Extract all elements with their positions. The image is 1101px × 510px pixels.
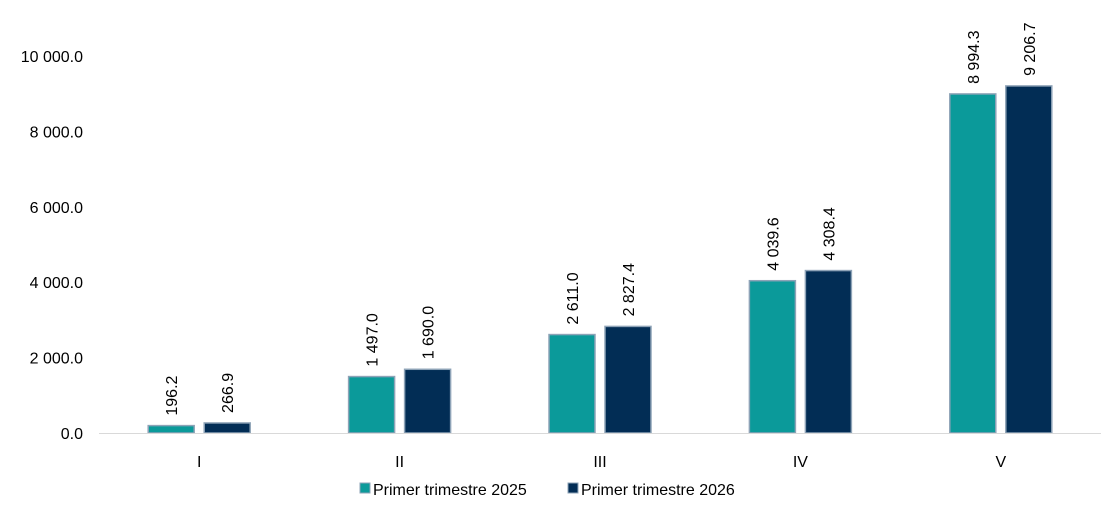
- data-labels: 196.2 266.9 1 497.0 1 690.0 2 611.0 2 827.4 4 …: [164, 22, 1039, 415]
- bar: [804, 269, 853, 434]
- bar-value-label: 266.9: [220, 373, 237, 413]
- bar-value-label: 1 690.0: [421, 306, 438, 359]
- bar: [949, 93, 997, 434]
- legend-swatch: [567, 482, 579, 494]
- bar: [203, 422, 251, 434]
- bar: [748, 279, 797, 434]
- legend-swatch: [359, 482, 371, 494]
- y-tick-label: 0.0: [61, 426, 83, 443]
- legend-label: Primer trimestre 2025: [373, 482, 527, 499]
- bars: [147, 85, 1053, 434]
- bar: [604, 325, 652, 434]
- x-axis-ticks: I II III IV V: [197, 454, 1006, 471]
- x-tick-label: IV: [793, 454, 808, 471]
- bar: [403, 368, 452, 434]
- y-tick-label: 8 000.0: [30, 124, 83, 141]
- y-tick-label: 6 000.0: [30, 200, 83, 217]
- x-tick-label: V: [995, 454, 1006, 471]
- bar-value-label: 2 611.0: [565, 272, 582, 324]
- y-tick-label: 2 000.0: [30, 351, 83, 368]
- bar: [147, 424, 195, 434]
- bar-value-label: 4 308.4: [821, 207, 838, 260]
- bar-value-label: 2 827.4: [621, 263, 638, 316]
- y-tick-label: 4 000.0: [30, 275, 83, 292]
- bar-value-label: 1 497.0: [365, 313, 382, 366]
- bar-value-label: 8 994.3: [966, 30, 983, 83]
- x-tick-label: I: [197, 454, 201, 471]
- bar-value-label: 196.2: [164, 375, 181, 415]
- bar: [347, 375, 396, 434]
- bar-value-label: 4 039.6: [765, 217, 782, 270]
- bar: [1005, 85, 1053, 434]
- bar: [548, 333, 596, 434]
- legend-label: Primer trimestre 2026: [581, 482, 735, 499]
- x-tick-label: II: [395, 454, 404, 471]
- x-tick-label: III: [593, 454, 606, 471]
- y-axis-ticks: 0.0 2 000.0 4 000.0 6 000.0 8 000.0 10 000.0: [21, 49, 83, 443]
- y-tick-label: 10 000.0: [21, 49, 83, 66]
- bar-value-label: 9 206.7: [1022, 22, 1039, 75]
- legend: Primer trimestre 2025 Primer trimestre 20…: [359, 482, 735, 499]
